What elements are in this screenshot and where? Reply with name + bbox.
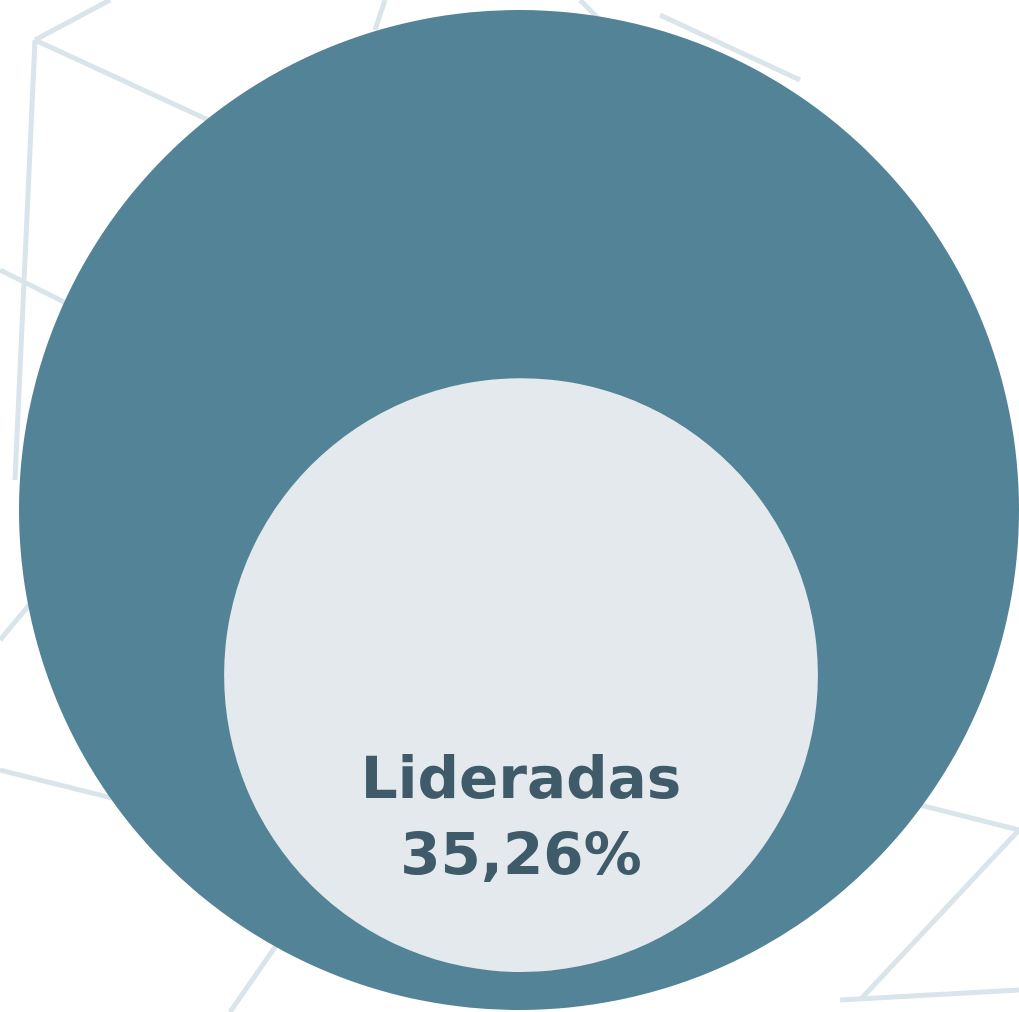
- value-label: 35,26%: [400, 820, 642, 888]
- circles: [19, 10, 1019, 1010]
- category-label: Lideradas: [361, 744, 682, 812]
- inner-circle: [224, 378, 818, 972]
